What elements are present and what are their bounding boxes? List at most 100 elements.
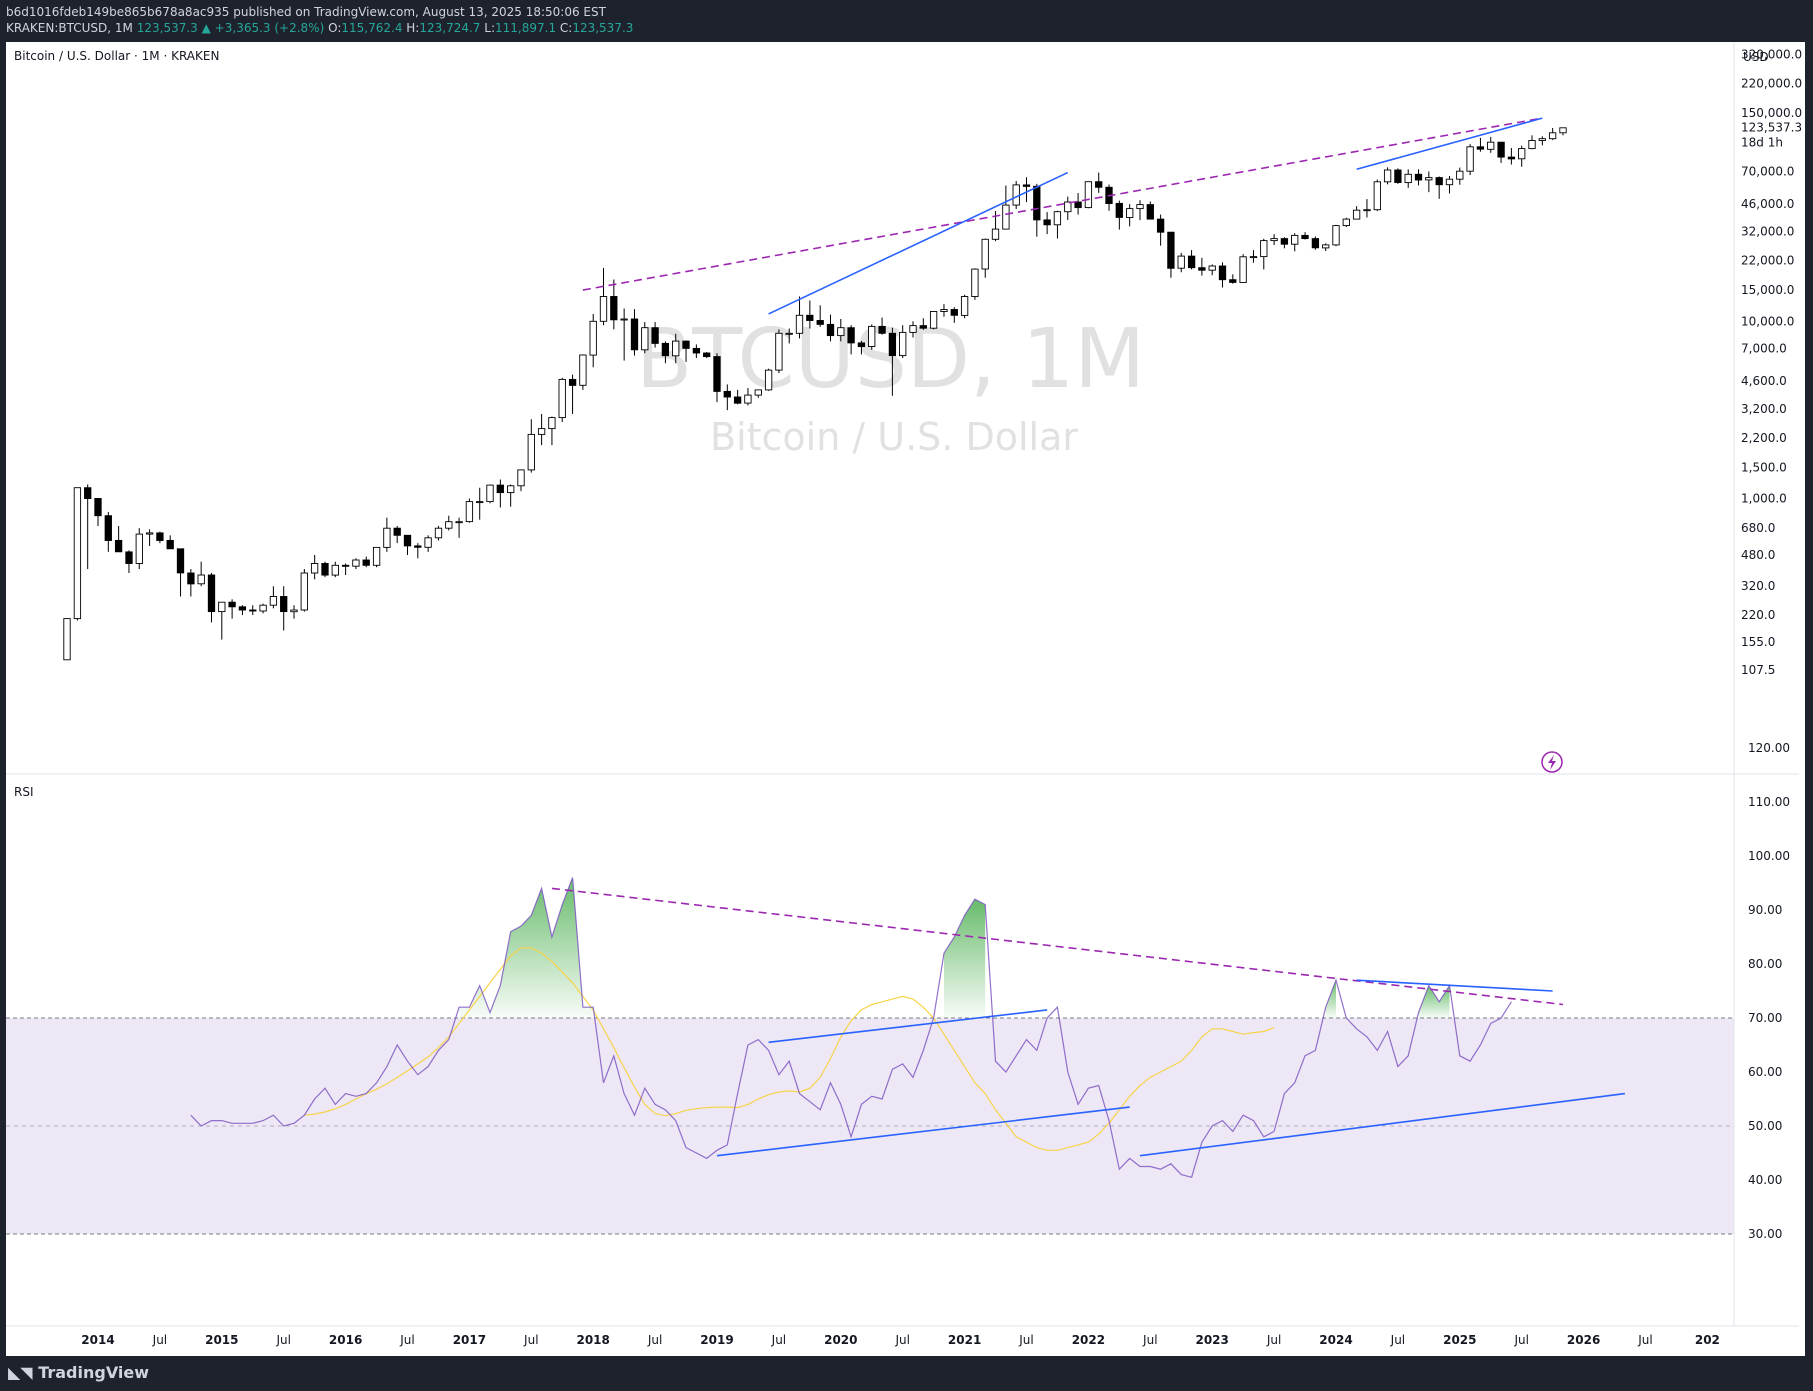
candle — [1280, 237, 1289, 249]
price-axis[interactable]: 107.5 155.0 220.0 320.0 480.0 680.0 1,000.0 1,5… — [1741, 48, 1802, 678]
candle-body — [764, 369, 773, 391]
candle-body — [445, 521, 453, 529]
price-trendline-2024[interactable] — [1356, 117, 1543, 171]
candle-body — [1548, 132, 1557, 140]
candle-body — [1425, 177, 1433, 181]
high-label: H: — [406, 21, 420, 35]
low-label: L: — [484, 21, 495, 35]
candle-body — [744, 394, 752, 404]
time-tick-label: 2018 — [576, 1333, 609, 1347]
candle — [940, 304, 948, 317]
candle-body — [187, 572, 195, 585]
candle-body — [960, 296, 969, 316]
rsi-axis[interactable]: 30.00 40.00 50.00 60.00 70.00 80.00 90.00 100.0… — [1748, 741, 1790, 1241]
time-tick-label: Jul — [1142, 1333, 1157, 1347]
candle — [579, 354, 587, 390]
price-trendline-2019[interactable] — [768, 171, 1069, 315]
price-panel[interactable]: BTCUSD, 1M Bitcoin / U.S. Dollar Bitcoin… — [14, 49, 1567, 773]
chart-canvas[interactable]: RSI BTCUSD, 1M Bitcoin / U.S. Dollar Bit… — [6, 42, 1805, 1356]
candle — [1559, 127, 1567, 136]
price-trendlines — [582, 117, 1543, 315]
rsi-tick-label: 90.00 — [1748, 903, 1782, 917]
time-tick-label: Jul — [1266, 1333, 1281, 1347]
candle — [764, 368, 773, 391]
rsi-channel-top[interactable] — [768, 1009, 1048, 1044]
candle — [558, 377, 566, 423]
candle — [1301, 232, 1309, 240]
candle — [166, 535, 174, 550]
rsi-tick-label: 110.00 — [1748, 795, 1790, 809]
candle — [847, 325, 855, 355]
tradingview-logo[interactable]: ◣◥ TradingView — [8, 1363, 149, 1382]
lightning-icon[interactable] — [1541, 751, 1563, 773]
rsi-tick-label: 50.00 — [1748, 1119, 1782, 1133]
candle — [1187, 250, 1196, 270]
open-label: O: — [328, 21, 342, 35]
candle-body — [723, 390, 731, 398]
candle-body — [1208, 265, 1216, 271]
candle — [1095, 172, 1103, 193]
candle — [372, 546, 381, 568]
left-border — [0, 42, 6, 1356]
candle — [300, 569, 308, 612]
price-tick-label: 15,000.0 — [1741, 283, 1794, 297]
time-tick-label: Jul — [771, 1333, 786, 1347]
candle-body — [476, 501, 484, 504]
rsi-panel[interactable]: RSI — [6, 785, 1734, 1235]
rsi-channel-bottom[interactable] — [716, 1106, 1130, 1157]
candle-body — [1084, 181, 1093, 209]
footer-bar: ◣◥ TradingView — [0, 1356, 1813, 1391]
candle-body — [1352, 209, 1361, 220]
candle-body — [971, 268, 979, 297]
candle — [971, 268, 979, 300]
candle-body — [434, 527, 443, 539]
candle-body — [424, 537, 432, 548]
candle — [641, 322, 649, 354]
candle-body — [197, 574, 205, 585]
candle — [651, 322, 659, 348]
rsi-tick-label: 100.00 — [1748, 849, 1790, 863]
time-axis[interactable]: 2014 Jul 2015 Jul 2016 Jul 2017 Jul 2018 Jul 2019 J… — [81, 1333, 1720, 1347]
candle-body — [63, 618, 71, 661]
candle-body — [1239, 256, 1247, 283]
candle — [1208, 264, 1216, 276]
candle-body — [84, 487, 92, 499]
candle — [1507, 147, 1516, 165]
candle-body — [362, 559, 370, 566]
candle — [589, 313, 597, 368]
candle — [269, 586, 278, 609]
price-tick-label: 480.0 — [1741, 548, 1775, 562]
rsi-resistance-dashed[interactable] — [551, 887, 1564, 1006]
time-tick-label: 202 — [1695, 1333, 1720, 1347]
candle-body — [878, 325, 886, 334]
candle-body — [104, 515, 112, 541]
currency-label[interactable]: USD — [1743, 50, 1769, 64]
time-tick-label: 2020 — [824, 1333, 857, 1347]
candle-body — [331, 564, 339, 576]
candle-body — [1394, 169, 1402, 183]
candle — [568, 374, 577, 414]
candle-body — [372, 546, 381, 566]
time-tick-label: Jul — [647, 1333, 662, 1347]
time-tick-label: Jul — [152, 1333, 167, 1347]
price-resistance-dashed[interactable] — [582, 117, 1543, 291]
last-price-label: 123,537.3 — [1741, 121, 1802, 135]
candle — [1476, 137, 1485, 152]
candle-body — [383, 527, 391, 548]
rsi-top-line[interactable] — [1356, 979, 1553, 992]
open-value: 115,762.4 — [341, 21, 403, 35]
candle — [837, 318, 845, 342]
candle-body — [661, 342, 670, 357]
candle-body — [785, 332, 793, 335]
candle-body — [940, 309, 948, 312]
price-tick-label: 4,600.0 — [1741, 374, 1787, 388]
candle — [723, 384, 731, 411]
rsi-support-line[interactable] — [1139, 1092, 1625, 1157]
ohlc-line: KRAKEN:BTCUSD, 1M 123,537.3 ▲ +3,365.3 (… — [6, 21, 633, 35]
candle — [1146, 201, 1154, 220]
candle — [1136, 200, 1144, 221]
candle-body — [713, 356, 721, 392]
price-tick-label: 320.0 — [1741, 579, 1775, 593]
candle — [1383, 167, 1392, 185]
candle — [1445, 175, 1454, 194]
